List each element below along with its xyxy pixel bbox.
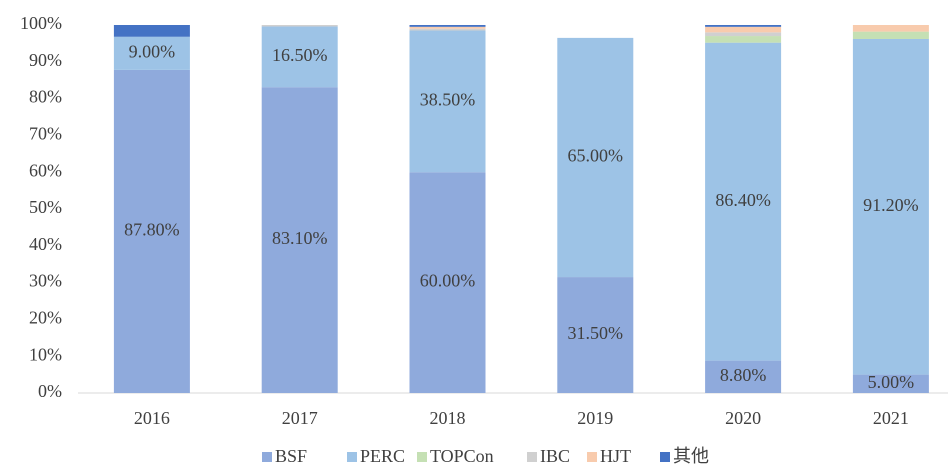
bar-segment	[409, 172, 486, 393]
bar-segment	[113, 69, 190, 394]
bar-segment	[409, 26, 486, 29]
y-tick-label: 10%	[29, 344, 62, 364]
y-tick-label: 40%	[29, 234, 62, 254]
bar-segment	[557, 277, 634, 393]
x-tick-label: 2016	[134, 408, 170, 428]
y-tick-label: 20%	[29, 308, 62, 328]
bar-segment	[557, 37, 634, 278]
legend-swatch	[587, 452, 597, 462]
legend-label: BSF	[275, 446, 307, 466]
x-tick-label: 2020	[725, 408, 761, 428]
data-label: 65.00%	[568, 146, 624, 166]
bar-segment	[261, 25, 338, 27]
data-label: 86.40%	[715, 190, 771, 210]
x-tick-label: 2017	[282, 408, 318, 428]
y-tick-label: 100%	[20, 13, 62, 33]
bar-segment	[705, 42, 782, 361]
bar-segment	[705, 360, 782, 393]
bar-segment	[113, 25, 190, 37]
bar-segment	[852, 31, 929, 39]
legend-label: TOPCon	[430, 446, 494, 466]
bar-segment	[705, 26, 782, 33]
bar-segment	[852, 25, 929, 32]
bar-segment	[113, 36, 190, 70]
data-label: 5.00%	[868, 372, 915, 392]
legend-label: HJT	[600, 446, 631, 466]
bar-segment	[705, 32, 782, 37]
legend-swatch	[262, 452, 272, 462]
bar-segment	[705, 25, 782, 27]
data-label: 8.80%	[720, 365, 767, 385]
data-label: 31.50%	[568, 323, 624, 343]
x-tick-label: 2019	[577, 408, 613, 428]
data-label: 87.80%	[124, 220, 180, 240]
bar-segment	[852, 38, 929, 375]
y-tick-label: 30%	[29, 271, 62, 291]
y-tick-label: 90%	[29, 50, 62, 70]
y-tick-label: 70%	[29, 124, 62, 144]
bar-segment	[409, 28, 486, 31]
bar-segment	[261, 87, 338, 393]
legend-label: PERC	[360, 446, 405, 466]
legend-label: IBC	[540, 446, 570, 466]
legend-swatch	[660, 452, 670, 462]
x-tick-label: 2018	[430, 408, 466, 428]
data-label: 38.50%	[420, 89, 476, 109]
data-label: 83.10%	[272, 228, 328, 248]
data-label: 60.00%	[420, 271, 476, 291]
y-tick-label: 80%	[29, 87, 62, 107]
legend-label: 其他	[673, 446, 709, 466]
data-label: 91.20%	[863, 195, 919, 215]
bar-segment	[852, 374, 929, 393]
y-tick-label: 50%	[29, 197, 62, 217]
bar-segment	[261, 26, 338, 88]
data-label: 9.00%	[129, 41, 176, 61]
legend-swatch	[347, 452, 357, 462]
bar-segment	[409, 25, 486, 27]
x-tick-label: 2021	[873, 408, 909, 428]
bar-segment	[705, 36, 782, 43]
legend-swatch	[527, 452, 537, 462]
legend-swatch	[417, 452, 427, 462]
bar-segment	[409, 30, 486, 173]
y-tick-label: 0%	[38, 381, 62, 401]
y-tick-label: 60%	[29, 160, 62, 180]
data-label: 16.50%	[272, 45, 328, 65]
